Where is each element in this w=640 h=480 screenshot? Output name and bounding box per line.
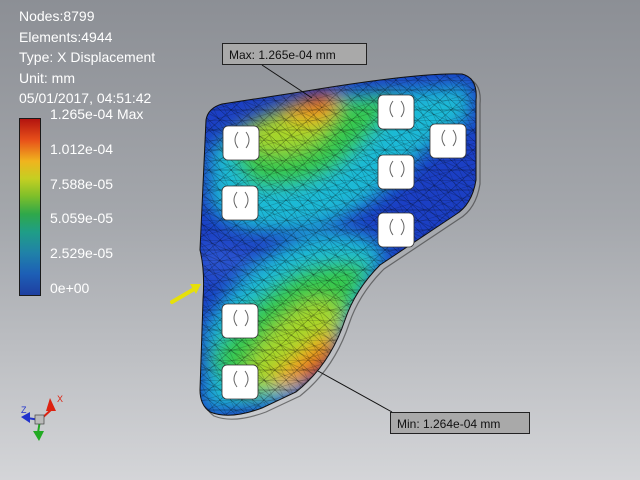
min-leader-line [317, 370, 393, 413]
triad-y-axis-icon [33, 431, 44, 441]
elements-count: Elements:4944 [19, 28, 113, 45]
bolt-hole [377, 212, 415, 248]
legend-tick: 1.012e-04 [50, 141, 114, 157]
legend-tick: 2.529e-05 [50, 245, 114, 261]
triad-origin-icon [34, 414, 45, 425]
load-arrow-icon [170, 284, 201, 304]
legend-tick-min: 0e+00 [50, 280, 90, 296]
legend-tick-max: 1.265e-04 Max [50, 106, 144, 122]
bolt-hole [377, 154, 415, 190]
color-legend-bar [19, 118, 41, 296]
plate-outline [199, 73, 477, 416]
bolt-hole [222, 125, 260, 161]
max-leader-line [261, 64, 313, 99]
triad-x-axis-icon [46, 398, 56, 411]
triad-x-label: X [57, 394, 63, 404]
bolt-hole [221, 303, 259, 339]
triad-z-label: Z [21, 405, 27, 415]
bolt-hole [221, 185, 259, 221]
nodes-count: Nodes:8799 [19, 8, 95, 24]
bolt-hole [429, 123, 467, 159]
model-info: Nodes:8799 Elements:4944 Type: X Displac… [19, 6, 155, 109]
max-callout: Max: 1.265e-04 mm [222, 43, 367, 65]
view-triad[interactable]: X Z [21, 394, 63, 441]
timestamp: 05/01/2017, 04:51:42 [19, 90, 152, 106]
bolt-hole-details [233, 100, 457, 388]
triad-z-axis-icon [21, 412, 30, 423]
legend-tick: 7.588e-05 [50, 176, 114, 192]
result-unit: Unit: mm [19, 69, 75, 86]
bolt-hole [377, 94, 415, 130]
min-callout: Min: 1.264e-04 mm [390, 412, 530, 434]
bolt-hole [221, 364, 259, 400]
result-type: Type: X Displacement [19, 49, 156, 65]
bolt-holes [221, 94, 467, 400]
legend-tick: 5.059e-05 [50, 210, 114, 226]
